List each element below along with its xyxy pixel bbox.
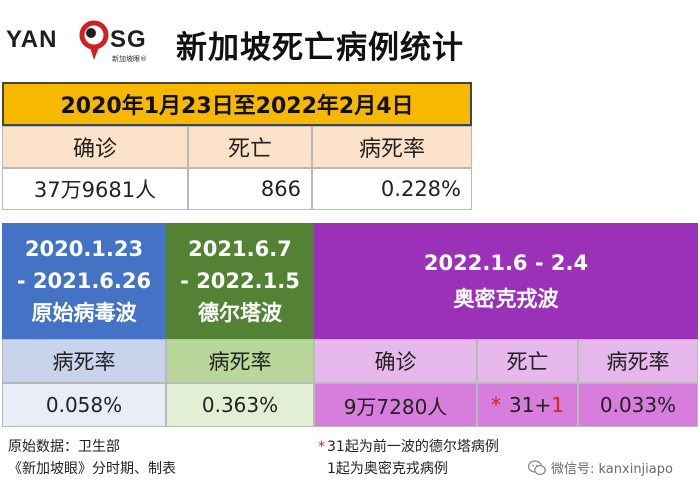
- wave-omicron-name: 奥密克戎波: [453, 287, 559, 311]
- summary-label-fatality-rate: 病死率: [312, 126, 472, 168]
- summary-value-fatality-rate: 0.228%: [312, 168, 472, 210]
- source-note: 原始数据：卫生部 《新加坡眼》分时期、制表: [8, 436, 176, 480]
- wechat-id: 微信号: kanxinjiapo: [551, 462, 673, 477]
- wave-omicron-value-deaths: * 31+ 1: [477, 383, 578, 427]
- wave-delta-value: 0.363%: [166, 383, 314, 427]
- footnote: * 31起为前一波的德尔塔病例 1起为奥密克戎病例: [318, 436, 499, 480]
- wave-delta-name: 德尔塔波: [198, 301, 282, 325]
- summary-label-confirmed: 确诊: [2, 126, 188, 168]
- source-line-1: 原始数据：卫生部: [8, 439, 120, 455]
- deaths-omicron-count: 1: [551, 393, 564, 417]
- wechat-icon: [528, 459, 546, 475]
- wave-omicron-dates: 2022.1.6 - 2.4: [423, 251, 589, 275]
- logo-text-left: YAN: [6, 26, 58, 53]
- wave-delta-dates-start: 2021.6.7: [188, 237, 292, 261]
- wechat-watermark: 微信号: kanxinjiapo: [528, 458, 673, 477]
- wave-delta-label: 病死率: [166, 339, 314, 383]
- wave-delta-dates-end: - 2022.1.5: [180, 269, 300, 293]
- wave-original-label: 病死率: [2, 339, 166, 383]
- summary-period-header: 2020年1月23日至2022年2月4日: [2, 82, 472, 126]
- logo-subtext: 新加坡眼®: [112, 55, 147, 63]
- wave-original-name: 原始病毒波: [31, 301, 137, 325]
- footnote-line-1: 31起为前一波的德尔塔病例: [327, 439, 499, 455]
- deaths-asterisk: *: [491, 393, 502, 417]
- wave-omicron-header: 2022.1.6 - 2.4 奥密克戎波: [314, 223, 698, 339]
- wave-original-dates-end: - 2021.6.26: [16, 269, 152, 293]
- page-title: 新加坡死亡病例统计: [176, 30, 464, 66]
- wave-delta-header: 2021.6.7 - 2022.1.5 德尔塔波: [166, 223, 314, 339]
- wave-original-value: 0.058%: [2, 383, 166, 427]
- source-line-2: 《新加坡眼》分时期、制表: [8, 461, 176, 477]
- wave-omicron-label-confirmed: 确诊: [314, 339, 477, 383]
- header: YAN SG 新加坡眼® 新加坡死亡病例统计: [0, 0, 700, 80]
- summary-label-deaths: 死亡: [188, 126, 312, 168]
- wave-omicron-label-fatality-rate: 病死率: [578, 339, 698, 383]
- footnote-asterisk: *: [318, 439, 325, 455]
- wave-omicron-value-confirmed: 9万7280人: [314, 383, 477, 427]
- wave-omicron-value-fatality-rate: 0.033%: [578, 383, 698, 427]
- summary-value-deaths: 866: [188, 168, 312, 210]
- deaths-delta-count: 31+: [509, 393, 552, 417]
- wave-original-dates-start: 2020.1.23: [24, 237, 144, 261]
- footnote-line-2: 1起为奥密克戎病例: [327, 461, 448, 477]
- logo-text-right: SG: [110, 26, 147, 53]
- summary-value-confirmed: 37万9681人: [2, 168, 188, 210]
- magnifier-pin-icon: [79, 20, 109, 60]
- wave-original-header: 2020.1.23 - 2021.6.26 原始病毒波: [2, 223, 166, 339]
- wave-omicron-label-deaths: 死亡: [477, 339, 578, 383]
- yansg-logo: YAN SG 新加坡眼®: [6, 20, 166, 70]
